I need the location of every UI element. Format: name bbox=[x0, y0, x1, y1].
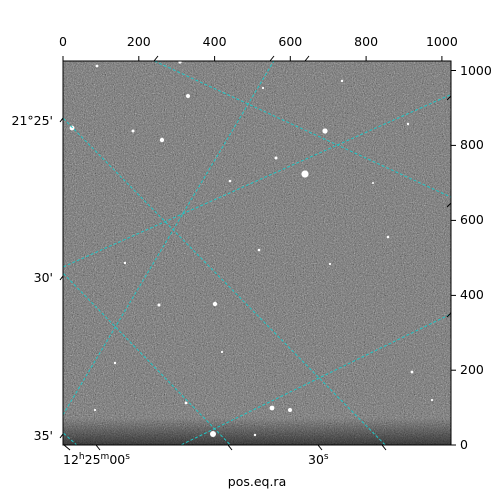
ra-tick-label: 30s bbox=[308, 452, 329, 467]
top-tick-label: 400 bbox=[202, 34, 227, 49]
star bbox=[430, 398, 434, 402]
grid-line bbox=[63, 117, 386, 445]
dec-tick bbox=[59, 433, 64, 439]
right-tick-label: 600 bbox=[460, 212, 484, 228]
star bbox=[253, 433, 257, 437]
star bbox=[257, 248, 261, 252]
star bbox=[228, 179, 232, 183]
star bbox=[131, 129, 135, 133]
coord-tick bbox=[381, 444, 387, 451]
star bbox=[288, 408, 292, 412]
dec-tick-label: 35' bbox=[33, 427, 53, 443]
top-tick-label: 200 bbox=[126, 34, 151, 49]
star bbox=[95, 64, 99, 68]
star bbox=[93, 408, 97, 412]
star bbox=[261, 86, 265, 90]
coord-tick bbox=[446, 312, 452, 318]
star bbox=[269, 405, 275, 411]
star bbox=[301, 170, 309, 178]
star bbox=[340, 79, 344, 83]
dec-tick bbox=[59, 117, 64, 123]
star-field bbox=[69, 61, 434, 437]
x-axis-label: pos.eq.ra bbox=[227, 474, 287, 489]
plot-frame bbox=[62, 60, 452, 446]
coordinate-grid bbox=[63, 61, 451, 445]
star bbox=[274, 156, 278, 160]
ra-tick-label: 12h25m00s bbox=[63, 452, 130, 467]
star bbox=[386, 235, 390, 239]
star bbox=[159, 137, 165, 143]
grid-line bbox=[153, 61, 451, 198]
coord-tick bbox=[304, 55, 310, 62]
star bbox=[410, 370, 414, 374]
coord-tick bbox=[446, 95, 452, 101]
coord-tick bbox=[227, 444, 233, 451]
top-tick-label: 800 bbox=[354, 34, 379, 49]
star bbox=[113, 361, 117, 365]
dec-tick bbox=[59, 275, 64, 281]
star bbox=[157, 303, 161, 307]
axis-ticks bbox=[59, 55, 456, 451]
astronomy-image bbox=[63, 61, 451, 445]
right-tick-label: 200 bbox=[460, 361, 484, 377]
right-tick-label: 1000 bbox=[460, 62, 492, 78]
coord-tick bbox=[269, 55, 275, 62]
star bbox=[212, 301, 218, 307]
grid-line bbox=[63, 272, 232, 445]
top-tick-label: 0 bbox=[59, 34, 67, 49]
right-tick-label: 400 bbox=[460, 287, 484, 303]
coord-tick bbox=[446, 202, 452, 208]
coord-tick bbox=[317, 444, 323, 451]
star bbox=[184, 401, 188, 405]
top-tick-label: 1000 bbox=[425, 34, 458, 49]
coord-tick bbox=[63, 444, 71, 451]
star bbox=[406, 122, 410, 126]
right-tick-label: 0 bbox=[460, 436, 468, 452]
star bbox=[372, 182, 374, 184]
star bbox=[328, 262, 332, 266]
right-tick-label: 800 bbox=[460, 137, 484, 153]
star bbox=[123, 261, 127, 265]
top-tick-label: 600 bbox=[278, 34, 303, 49]
star bbox=[322, 128, 328, 134]
grid-line bbox=[63, 94, 451, 268]
star bbox=[210, 431, 216, 437]
star bbox=[186, 94, 190, 98]
star bbox=[69, 125, 75, 131]
coord-tick bbox=[95, 444, 101, 451]
star bbox=[220, 350, 224, 354]
dec-tick-label: 21°25' bbox=[11, 112, 54, 128]
star bbox=[178, 61, 182, 64]
grid-line bbox=[179, 313, 451, 445]
dec-tick-label: 30' bbox=[33, 269, 53, 285]
coord-tick bbox=[153, 55, 159, 62]
